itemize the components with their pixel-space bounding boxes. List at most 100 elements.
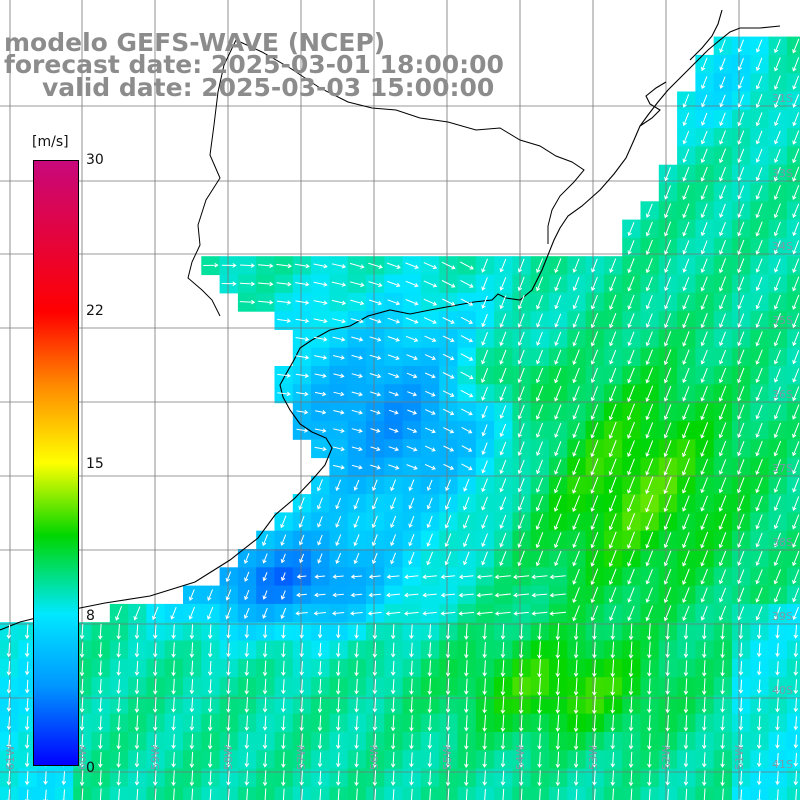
wind-arrow [444, 551, 452, 566]
wind-arrow [590, 404, 599, 420]
wind-arrow [718, 404, 727, 421]
wind-arrow [460, 353, 474, 361]
wind-arrow [427, 733, 433, 750]
wind-arrow [313, 318, 328, 324]
wind-arrow [700, 313, 708, 329]
wind-arrow [555, 714, 561, 732]
wind-arrow [409, 752, 414, 768]
wind-arrow [701, 715, 707, 732]
wind-arrow [460, 279, 474, 288]
wind-arrow [572, 349, 580, 365]
wind-arrow [572, 313, 580, 328]
wind-arrow [387, 354, 400, 361]
lat-label: 38S [772, 536, 793, 549]
wind-arrow [645, 513, 654, 531]
wind-arrow [737, 441, 745, 457]
wind-arrow [422, 611, 437, 616]
wind-arrow [682, 185, 690, 200]
wind-arrow [152, 697, 158, 713]
wind-arrow [792, 459, 800, 475]
lon-label: 59W [149, 745, 162, 770]
wind-cell [786, 457, 800, 477]
wind-arrow [298, 497, 305, 511]
wind-arrow [792, 386, 800, 402]
wind-arrow [207, 770, 213, 786]
wind-arrow [517, 258, 525, 273]
wind-arrow [482, 678, 487, 696]
wind-arrow [440, 574, 456, 580]
wind-arrow [517, 349, 525, 365]
wind-arrow [317, 660, 323, 676]
wind-arrow [427, 715, 433, 732]
wind-arrow [590, 495, 599, 512]
wind-arrow [738, 770, 744, 786]
wind-arrow [682, 422, 690, 439]
wind-arrow [482, 696, 487, 714]
wind-arrow [755, 386, 763, 402]
lat-label: 41S [772, 758, 793, 771]
wind-arrow [354, 715, 359, 731]
wind-arrow [318, 788, 322, 800]
wind-arrow [332, 336, 346, 342]
wind-arrow [700, 386, 708, 402]
wind-arrow [517, 478, 525, 493]
wind-arrow [774, 276, 781, 292]
wind-arrow [737, 130, 745, 145]
wind-arrow [517, 295, 525, 310]
wind-arrow [244, 752, 250, 768]
wind-arrow [299, 553, 305, 564]
wind-arrow [317, 696, 323, 714]
wind-arrow [756, 752, 762, 768]
wind-arrow [774, 112, 781, 127]
wind-arrow [719, 587, 727, 603]
wind-arrow [719, 148, 727, 164]
wind-arrow [296, 592, 307, 598]
wind-arrow [356, 788, 358, 800]
wind-arrow [281, 751, 286, 768]
wind-arrow [333, 391, 345, 397]
wind-arrow [665, 714, 670, 732]
wind-arrow [6, 752, 12, 768]
wind-cell [786, 475, 800, 495]
wind-arrow [682, 148, 690, 163]
wind-arrow [773, 368, 781, 383]
wind-arrow [645, 550, 654, 567]
wind-arrow [645, 440, 654, 457]
wind-arrow [792, 148, 800, 164]
wind-arrow [171, 770, 176, 787]
wind-arrow [609, 385, 617, 402]
wind-arrow [701, 734, 707, 750]
wind-arrow [773, 550, 782, 567]
wind-arrow [221, 263, 237, 268]
wind-arrow [442, 408, 455, 416]
wind-cell [786, 603, 800, 623]
wind-arrow [738, 734, 744, 750]
wind-arrow [276, 281, 292, 287]
wind-arrow [645, 458, 654, 476]
wind-cell [786, 36, 800, 56]
wind-arrow [793, 660, 799, 676]
lon-label: 52W [660, 745, 673, 770]
wind-arrow [737, 569, 745, 585]
wind-arrow [281, 697, 286, 713]
wind-arrow [681, 440, 690, 458]
wind-arrow [98, 770, 103, 787]
wind-arrow [701, 660, 707, 677]
wind-arrow [6, 770, 12, 786]
wind-arrow [682, 240, 690, 255]
wind-arrow [590, 550, 599, 567]
wind-arrow [683, 752, 689, 768]
wind-arrow [645, 494, 654, 513]
wind-arrow [590, 568, 599, 586]
wind-arrow [682, 495, 690, 512]
wind-arrow [512, 574, 530, 580]
wind-arrow [116, 788, 121, 800]
wind-arrow [390, 697, 396, 713]
wind-arrow [626, 513, 636, 531]
wind-arrow [773, 349, 781, 365]
wind-arrow [665, 770, 670, 786]
wind-arrow [463, 496, 470, 511]
wind-arrow [371, 497, 378, 510]
wind-arrow [424, 354, 436, 361]
wind-arrow [482, 641, 487, 659]
